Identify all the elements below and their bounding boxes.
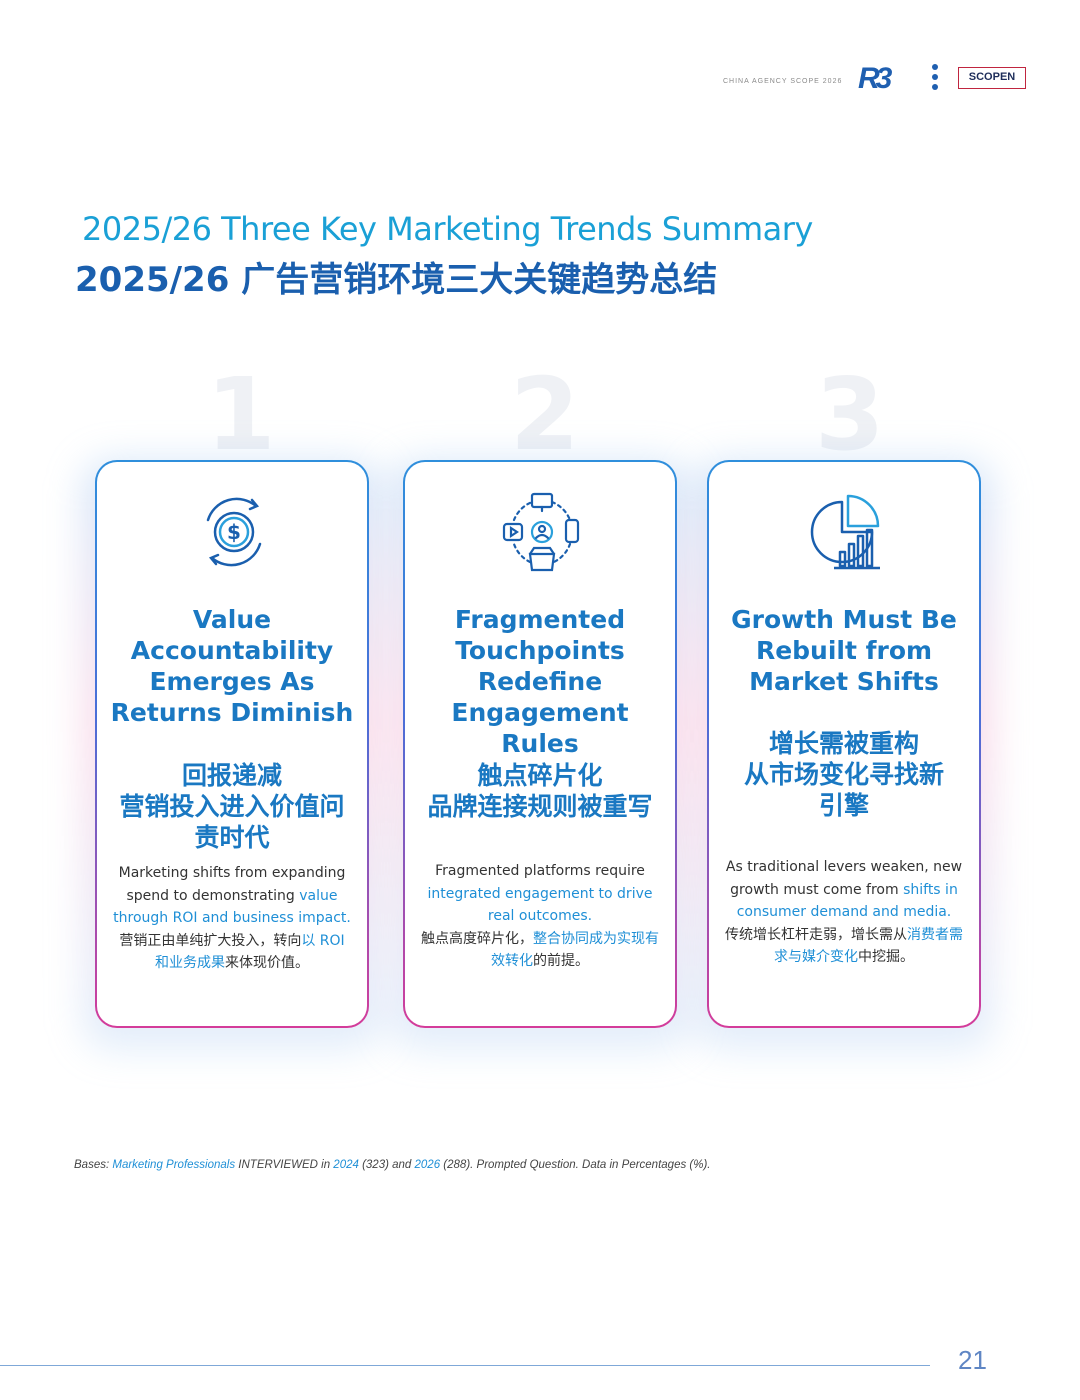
trend-number-2: 2	[510, 356, 580, 473]
svg-text:$: $	[227, 520, 241, 544]
bases-footnote: Bases: Marketing Professionals INTERVIEW…	[74, 1159, 711, 1171]
card-title-zh: 回报递减 营销投入进入价值问 责时代	[119, 761, 345, 852]
logo-separator-dots	[930, 64, 940, 94]
trend-card-2: Fragmented Touchpoints Redefine Engagement…	[403, 460, 677, 1028]
card-title-zh: 增长需被重构 从市场变化寻找新 引擎	[743, 729, 944, 820]
trend-card-1: $ Value Accountability Emerges As Returns …	[95, 460, 369, 1028]
trend-number-3: 3	[815, 356, 885, 473]
dollar-cycle-icon: $	[206, 497, 262, 567]
card-description: As traditional levers weaken, new growth…	[725, 859, 963, 965]
growth-pie-chart-icon	[810, 494, 880, 570]
card-title-en: Value Accountability Emerges As Returns Di…	[110, 605, 354, 727]
touchpoints-network-icon	[502, 492, 580, 572]
page-number: 21	[958, 1345, 987, 1375]
trend-number-1: 1	[206, 356, 276, 473]
card-description: Fragmented platforms require integrated …	[421, 863, 659, 969]
card-description: Marketing shifts from expanding spend to…	[113, 865, 351, 971]
card-title-zh: 触点碎片化 品牌连接规则被重写	[427, 761, 653, 821]
card-title-en: Fragmented Touchpoints Redefine Engagement…	[451, 605, 629, 758]
page-title-en: 2025/26 Three Key Marketing Trends Summa…	[82, 210, 813, 248]
scopen-logo: SCOPEN	[958, 67, 1026, 89]
page-title-zh: 2025/26 广告营销环境三大关键趋势总结	[75, 260, 718, 300]
report-tag: CHINA AGENCY SCOPE 2026	[723, 78, 843, 85]
card-title-en: Growth Must Be Rebuilt from Market Shifts	[731, 605, 957, 696]
r3-logo: R3	[858, 62, 892, 95]
trend-card-3: Growth Must Be Rebuilt from Market Shifts…	[707, 460, 981, 1028]
footer-divider	[0, 1365, 930, 1366]
